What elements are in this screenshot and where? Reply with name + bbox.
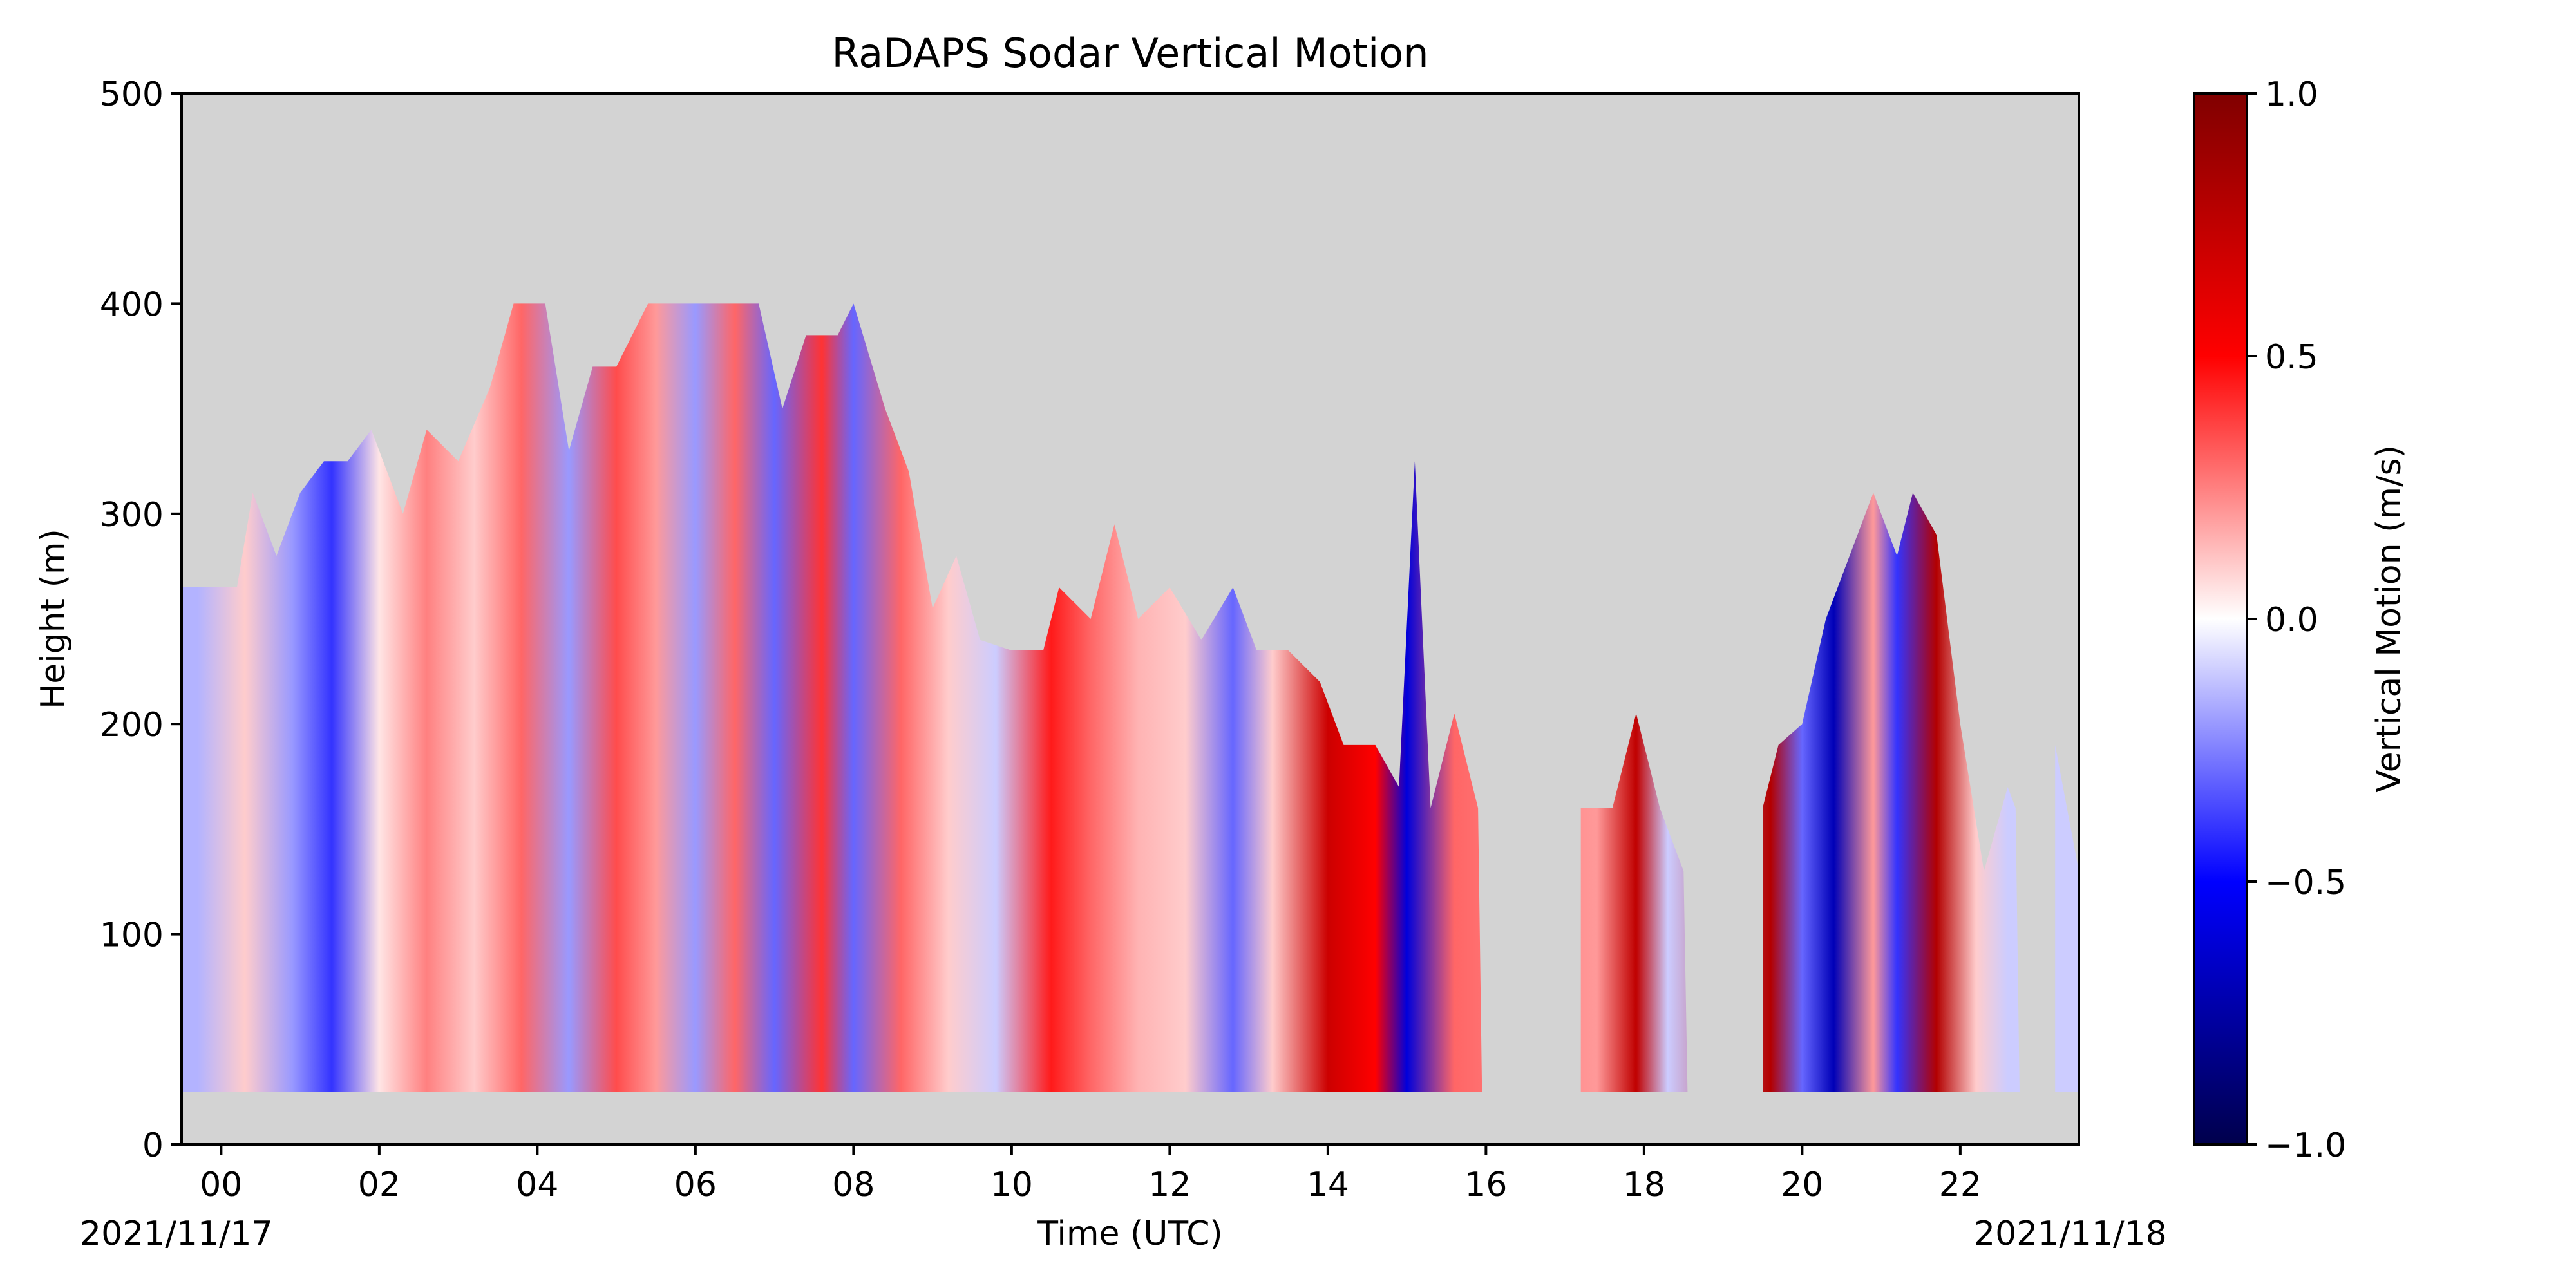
x-tick-label: 16 <box>1464 1166 1507 1204</box>
date-start-label: 2021/11/17 <box>80 1215 273 1253</box>
x-tick-label: 18 <box>1623 1166 1665 1204</box>
x-tick-label: 10 <box>990 1166 1033 1204</box>
chart-title: RaDAPS Sodar Vertical Motion <box>831 30 1428 77</box>
y-tick-label: 200 <box>100 706 164 744</box>
x-tick-label: 04 <box>516 1166 558 1204</box>
x-tick-label: 14 <box>1307 1166 1349 1204</box>
plot-area: 00 02 04 06 08 10 12 14 16 18 20 22 0 100 200 300 400 50… <box>100 75 2080 1204</box>
colorbar-tick-label: −1.0 <box>2265 1126 2346 1165</box>
y-tick-label: 500 <box>100 75 164 114</box>
colorbar-tick-label: 0.5 <box>2265 338 2318 377</box>
y-tick-label: 100 <box>100 916 164 955</box>
x-axis: 00 02 04 06 08 10 12 14 16 18 20 22 <box>200 1144 1982 1204</box>
y-tick-label: 300 <box>100 496 164 535</box>
x-tick-label: 22 <box>1939 1166 1982 1204</box>
colorbar-tick-label: −0.5 <box>2265 864 2346 902</box>
x-tick-label: 02 <box>358 1166 401 1204</box>
colorbar-label: Vertical Motion (m/s) <box>2370 445 2409 793</box>
y-tick-label: 0 <box>142 1126 164 1165</box>
colorbar-ticks: −1.0 −0.5 0.0 0.5 1.0 <box>2247 75 2346 1165</box>
colorbar: −1.0 −0.5 0.0 0.5 1.0 Vertical Motion (m/s) <box>2193 75 2409 1165</box>
x-tick-label: 06 <box>674 1166 717 1204</box>
x-tick-label: 12 <box>1148 1166 1191 1204</box>
date-end-label: 2021/11/18 <box>1974 1215 2167 1253</box>
x-tick-label: 20 <box>1781 1166 1823 1204</box>
colorbar-tick-label: 0.0 <box>2265 601 2318 639</box>
colorbar-tick-label: 1.0 <box>2265 75 2318 114</box>
y-tick-label: 400 <box>100 285 164 324</box>
y-axis: 0 100 200 300 400 500 <box>100 75 182 1165</box>
x-tick-label: 00 <box>200 1166 242 1204</box>
plot-frame <box>180 92 2080 1146</box>
colorbar-gradient <box>2194 93 2247 1144</box>
x-axis-label: Time (UTC) <box>1037 1215 1222 1253</box>
x-tick-label: 08 <box>832 1166 875 1204</box>
y-axis-label: Height (m) <box>34 529 73 709</box>
